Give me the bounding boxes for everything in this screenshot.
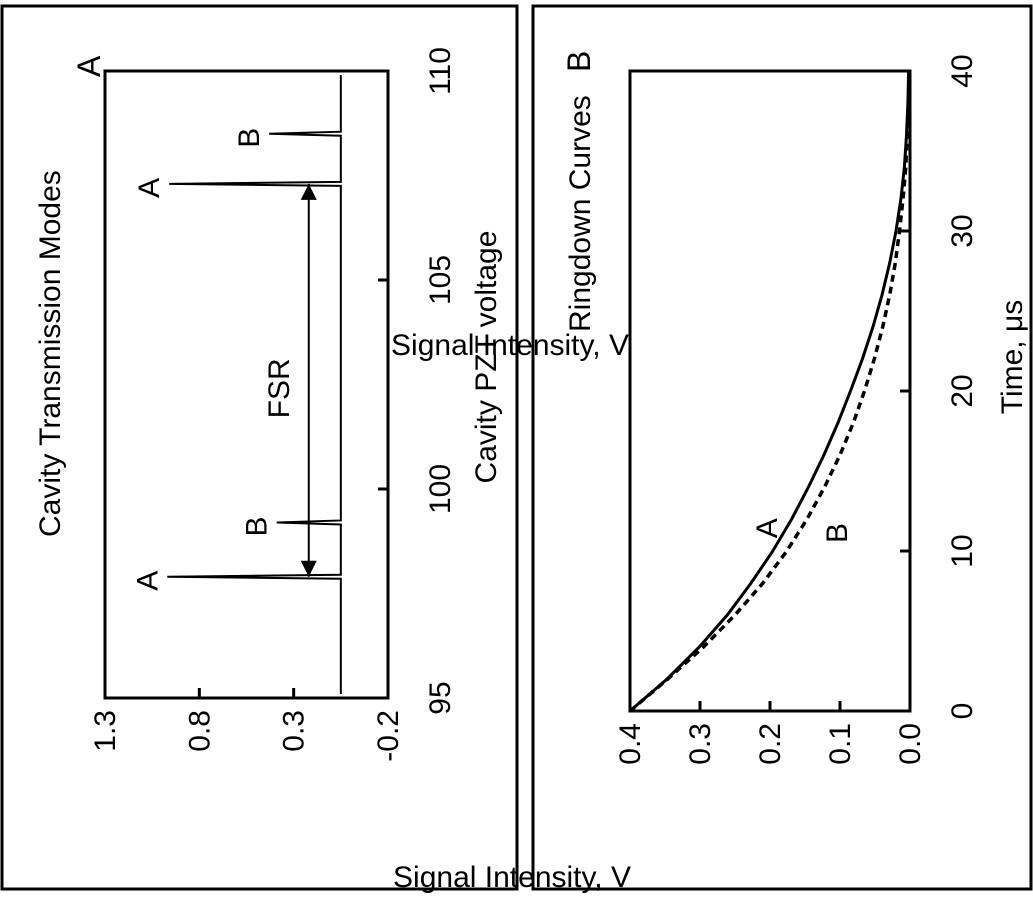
curve-label: A xyxy=(751,518,784,538)
panel-a-label: A xyxy=(71,55,107,77)
y-tick-label: 0.4 xyxy=(614,723,647,765)
fsr-label: FSR xyxy=(263,358,296,418)
x-tick-label: 95 xyxy=(424,681,457,714)
panel-b-x-ticks: 0 10 20 30 40 xyxy=(900,54,979,719)
x-tick-label: 105 xyxy=(424,255,457,305)
y-tick-label: 0.0 xyxy=(894,723,927,765)
panel-b-title: Ringdown Curves xyxy=(564,95,597,332)
x-tick-label: 110 xyxy=(424,47,457,95)
peak-label: A xyxy=(133,178,166,198)
panel-b-ylabel: Signal Intensity, V xyxy=(391,329,629,362)
x-tick-label: 40 xyxy=(946,54,979,87)
y-tick-label: 0.1 xyxy=(824,723,857,765)
y-tick-label: 0.2 xyxy=(754,723,787,765)
panel-a-x-ticks: 95 100 105 110 xyxy=(378,47,457,715)
x-tick-label: 10 xyxy=(946,534,979,567)
y-tick-label: 0.3 xyxy=(278,710,311,752)
panel-b-frame xyxy=(531,4,1033,891)
fsr-annotation: FSR xyxy=(263,183,317,577)
panel-b-label: B xyxy=(561,51,597,72)
panel-b-series xyxy=(628,70,912,713)
series-b-line xyxy=(628,70,912,713)
x-tick-label: 100 xyxy=(424,464,457,514)
x-tick-label: 30 xyxy=(946,214,979,247)
peak-label: A xyxy=(131,571,164,591)
panel-a-title: Cavity Transmission Modes xyxy=(34,170,67,537)
peak-label: B xyxy=(241,516,274,536)
panel-a-peak-labels: A B A B xyxy=(131,128,273,591)
panel-a-trace xyxy=(167,75,342,694)
y-tick-label: 0.8 xyxy=(183,710,216,752)
series-a-line xyxy=(629,70,911,713)
y-tick-label: 0.3 xyxy=(684,723,717,765)
panel-a-frame xyxy=(0,4,519,891)
rotated-figure: A Cavity Transmission Modes -0.2 0.3 0.8 1.… xyxy=(0,4,1033,894)
panel-a-plot-area xyxy=(103,69,390,700)
panel-b-y-ticks: 0.0 0.1 0.2 0.3 0.4 xyxy=(614,701,927,765)
peak-label: B xyxy=(233,128,266,148)
y-tick-label: -0.2 xyxy=(372,710,405,762)
panel-a-xlabel: Cavity PZT voltage xyxy=(470,231,503,484)
panel-b-xlabel: Time, μs xyxy=(996,300,1029,415)
fsr-arrowhead-left xyxy=(300,560,317,577)
y-tick-label: 1.3 xyxy=(89,710,122,752)
x-tick-label: 0 xyxy=(946,703,979,720)
x-tick-label: 20 xyxy=(946,374,979,407)
fsr-arrowhead-right xyxy=(300,183,317,200)
panel-b-plot-area xyxy=(628,69,912,713)
curve-label: B xyxy=(821,523,854,543)
panel-a-y-ticks: -0.2 0.3 0.8 1.3 xyxy=(89,688,405,762)
